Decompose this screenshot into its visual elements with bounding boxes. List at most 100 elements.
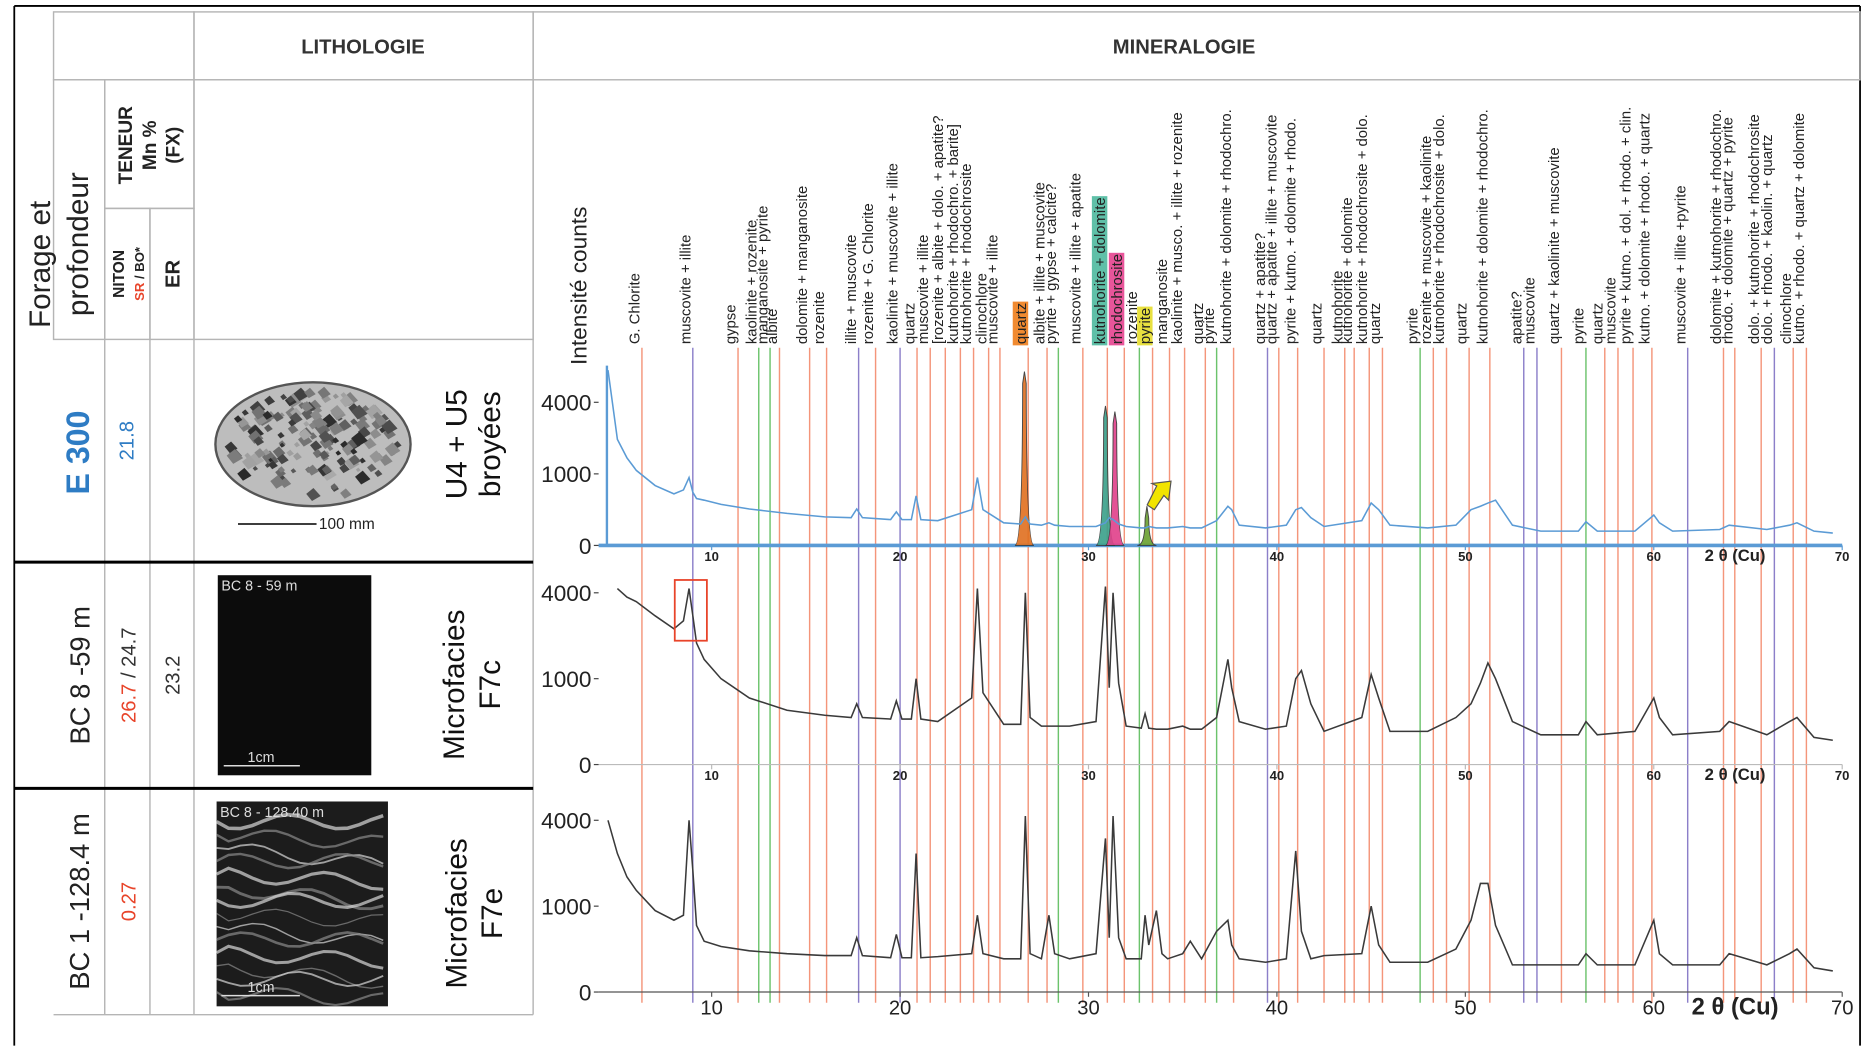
grain [286, 449, 294, 457]
grain [277, 466, 286, 473]
grain [317, 386, 331, 399]
texture-vein [215, 891, 384, 910]
mineral-label: quartz [1014, 303, 1030, 344]
grain [300, 401, 313, 412]
x-tick-label: 20 [889, 998, 911, 1020]
mineral-label: rozenite + muscovite + kaolinite [1419, 136, 1435, 344]
y-tick-label: 0 [579, 753, 592, 778]
mineral-label: quartz [1310, 303, 1326, 344]
mineral-label: kutnohorite + rhodochrosite + dolo. [1355, 114, 1371, 344]
grain [339, 394, 354, 408]
mineral-label: muscovite + illite + apatite [1068, 173, 1084, 344]
grain [253, 436, 265, 446]
grain [304, 387, 316, 399]
photo-label: BC 8 - 128.40 m [220, 805, 324, 821]
grain [306, 488, 321, 502]
mineral-label: manganosite + pyrite [756, 206, 772, 345]
mineral-label: quartz [1590, 303, 1606, 344]
grain [310, 409, 323, 421]
mineral-label: quartz + apatite? [1253, 233, 1269, 344]
x-tick-label: 60 [1643, 998, 1665, 1020]
header-lithologie: LITHOLOGIE [301, 37, 425, 59]
grain [242, 455, 258, 470]
mineral-label: quartz [903, 303, 919, 344]
grain [280, 393, 288, 401]
header-profondeur: profondeur [62, 172, 95, 316]
grain [355, 470, 371, 485]
label-highlight [1108, 252, 1125, 346]
lithology-description: F7c [474, 660, 507, 710]
header-fx: (FX) [164, 127, 185, 164]
mineral-label: pyrite [1406, 308, 1422, 344]
mineral-label: apatite? [1509, 291, 1525, 344]
grain [338, 419, 352, 431]
lithology-photo [217, 575, 372, 776]
grain [328, 421, 344, 436]
grain [252, 466, 259, 471]
mineral-label: kaolinite + muscovite + illite [886, 163, 902, 344]
x-tick-label: 40 [1266, 998, 1288, 1020]
mineral-label: rozenite + G. Chlorite [861, 203, 877, 344]
mineral-label: muscovite + illite +pyrite [1673, 185, 1689, 344]
texture-vein [216, 931, 384, 948]
lithology-description: F7e [476, 888, 509, 939]
mineral-label: kutnohorite [1330, 271, 1346, 345]
er-value: 23.2 [163, 656, 185, 695]
mineral-label: kutno. + rhodo. + quartz + dolomite [1792, 113, 1808, 344]
grain [288, 419, 297, 427]
mineral-label: pyrite [1572, 308, 1588, 344]
mineral-label: muscovite + illite [986, 235, 1002, 345]
texture-vein [215, 812, 384, 831]
mineral-label: illite + muscovite [844, 235, 860, 345]
header-mn: Mn % [140, 120, 161, 170]
grain [332, 437, 340, 444]
texture-vein [215, 944, 384, 970]
x-tick-label: 10 [704, 549, 719, 564]
grain [351, 431, 368, 447]
grain [306, 464, 319, 476]
niton-value: 0.27 [119, 882, 141, 921]
niton-bo: / 24.7 [119, 627, 141, 678]
arrow-marker [1146, 480, 1172, 511]
x-tick-label: 50 [1454, 998, 1476, 1020]
header-sr-bo: SR / BO* [132, 246, 147, 301]
niton-value: 26.7 / 24.7 [119, 627, 141, 723]
y-tick-label: 1000 [541, 667, 591, 692]
grain [369, 450, 384, 464]
grain [293, 452, 302, 461]
x-tick-label: 20 [893, 549, 908, 564]
grain [290, 468, 297, 474]
grain [350, 418, 358, 426]
spectrum-line [607, 370, 1833, 534]
mineral-label: kutnohorite + rhodochrosite + dolo. [1432, 114, 1448, 344]
x-axis-label: 2 θ (Cu) [1705, 765, 1766, 784]
x-tick-label: 40 [1270, 549, 1285, 564]
x-tick-label: 10 [700, 998, 722, 1020]
grain [286, 395, 295, 404]
mineral-label: quartz [1455, 303, 1471, 344]
label-highlight [1137, 306, 1153, 346]
scale-label: 100 mm [319, 516, 375, 533]
header-er: ER [163, 259, 185, 287]
x-tick-label: 70 [1835, 768, 1850, 783]
photo-label: BC 8 - 59 m [221, 579, 297, 595]
texture-vein [216, 970, 384, 987]
texture-vein [216, 829, 384, 849]
grain [268, 457, 274, 463]
mineral-label: albite + illite + muscovite [1033, 182, 1049, 344]
mineral-label: kutnohorite + rhodochro. + barite] [946, 124, 962, 344]
niton-value: 21.8 [116, 421, 138, 460]
label-highlight [1012, 301, 1029, 346]
x-tick-label: 30 [1081, 549, 1096, 564]
texture-vein [216, 885, 384, 911]
grain [272, 411, 284, 422]
grain [237, 467, 252, 481]
grain [355, 467, 361, 472]
x-axis-label: 2 θ (Cu) [1692, 994, 1779, 1021]
x-tick-label: 10 [704, 768, 719, 783]
grain [264, 462, 271, 468]
y-tick-label: 0 [579, 980, 592, 1005]
grain [330, 483, 339, 491]
sample-id: BC 1 -128.4 m [64, 813, 95, 990]
